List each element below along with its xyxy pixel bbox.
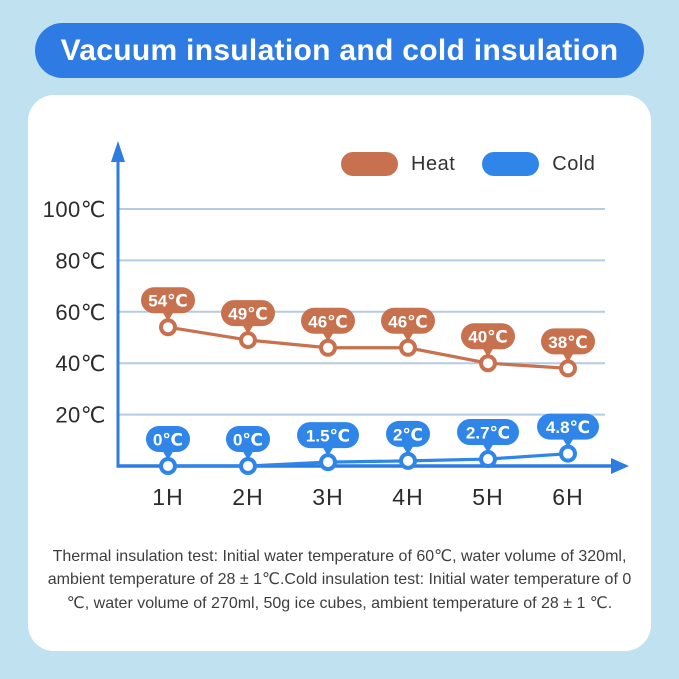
cold-line (168, 452, 569, 468)
x-axis-tick-label: 5H (472, 484, 503, 510)
cold-data-label-bubble: 2.7℃ (457, 419, 519, 454)
page-title: Vacuum insulation and cold insulation (35, 23, 644, 78)
heat-data-label-bubble: 40℃ (461, 323, 515, 358)
bubble-body (386, 420, 430, 447)
heat-data-point-marker (399, 338, 417, 357)
bubble-tail (562, 437, 574, 448)
cold-legend-label: Cold (552, 152, 596, 175)
bubble-tail (402, 331, 414, 342)
cold-data-point-marker (479, 450, 497, 469)
heat-data-label-bubble: 54℃ (141, 287, 195, 322)
cold-data-point-marker (159, 457, 177, 475)
bubble-value: 1.5℃ (306, 427, 350, 446)
bubble-body (221, 300, 275, 327)
bubble-body (461, 323, 515, 350)
cold-legend-swatch (482, 152, 540, 176)
bubble-body (141, 287, 195, 314)
bubble-value: 46℃ (388, 312, 428, 331)
bubble-body (301, 307, 355, 334)
x-axis-tick-label: 3H (312, 484, 343, 510)
heat-data-point-marker (159, 318, 177, 337)
bubble-value: 4.8℃ (546, 418, 590, 437)
chart-legend: Heat Cold (341, 151, 609, 177)
bubble-tail (482, 443, 494, 454)
bubble-value: 0℃ (233, 431, 263, 450)
heat-legend-label: Heat (411, 152, 456, 175)
bubble-body (226, 426, 270, 452)
bubble-body (457, 419, 519, 446)
bubble-value: 2.7℃ (466, 424, 510, 443)
cold-data-point-marker (239, 457, 257, 475)
cold-data-label-bubble: 1.5℃ (297, 422, 359, 457)
heat-data-label-bubble: 46℃ (381, 307, 435, 342)
bubble-tail (562, 352, 574, 363)
heat-data-label-bubble: 46℃ (301, 307, 355, 342)
cold-data-label-bubble: 0℃ (226, 426, 270, 460)
x-axis-tick-label: 2H (232, 484, 263, 510)
cold-data-point-marker (559, 444, 577, 463)
heat-data-point-marker (479, 354, 497, 373)
heat-data-point-marker (239, 331, 257, 350)
y-axis-tick-label: 20℃ (55, 403, 106, 428)
bubble-body (541, 328, 595, 355)
bubble-body (146, 426, 190, 452)
bubble-value: 46℃ (308, 312, 348, 331)
page-title-text: Vacuum insulation and cold insulation (60, 33, 619, 67)
heat-data-point-marker (319, 338, 337, 357)
bubble-value: 54℃ (148, 292, 188, 311)
bubble-value: 2℃ (393, 425, 423, 444)
bubble-tail (242, 450, 254, 460)
cold-data-label-bubble: 4.8℃ (537, 413, 599, 448)
cold-data-point-marker (399, 451, 417, 470)
bubble-tail (322, 446, 334, 457)
heat-line (167, 325, 569, 370)
y-axis-tick-label: 100℃ (43, 197, 106, 222)
bubble-tail (322, 331, 334, 342)
bubble-value: 40℃ (468, 328, 508, 347)
bubble-value: 38℃ (548, 333, 588, 352)
bubble-value: 49℃ (228, 305, 268, 324)
bubble-tail (402, 444, 414, 455)
bubble-tail (242, 324, 254, 335)
y-axis-tick-label: 40℃ (55, 351, 106, 376)
bubble-tail (162, 311, 174, 322)
x-axis-tick-label: 1H (152, 484, 183, 510)
test-conditions-text: Thermal insulation test: Initial water t… (47, 548, 632, 612)
x-axis-tick-label: 6H (552, 484, 583, 510)
bubble-tail (162, 450, 174, 460)
x-axis-arrow-icon (611, 458, 629, 474)
heat-legend-swatch (341, 152, 398, 176)
cold-data-label-bubble: 2℃ (386, 420, 430, 455)
heat-data-point-marker (559, 359, 577, 378)
y-axis-tick-label: 60℃ (55, 300, 106, 325)
heat-data-label-bubble: 38℃ (541, 328, 595, 363)
bubble-body (381, 307, 435, 334)
cold-data-point-marker (319, 453, 337, 472)
heat-data-label-bubble: 49℃ (221, 300, 275, 335)
bubble-value: 0℃ (153, 431, 183, 450)
cold-data-label-bubble: 0℃ (146, 426, 190, 460)
temperature-chart: 20℃ 40℃ 60℃ 80℃ 100℃ 1H 2H 3H 4H 5H 6H 54℃ 49℃ 46℃ 46℃… (43, 141, 629, 510)
bubble-body (297, 422, 359, 449)
bubble-tail (482, 347, 494, 358)
chart-card: Heat Cold 20℃ 40℃ 60℃ 80℃ 100℃ 1H 2H 3H 4H 5H 6H 54… (28, 95, 651, 651)
y-axis-tick-label: 80℃ (55, 248, 106, 273)
y-axis-arrow-icon (111, 141, 125, 162)
bubble-body (537, 413, 599, 440)
x-axis-tick-label: 4H (392, 484, 423, 510)
